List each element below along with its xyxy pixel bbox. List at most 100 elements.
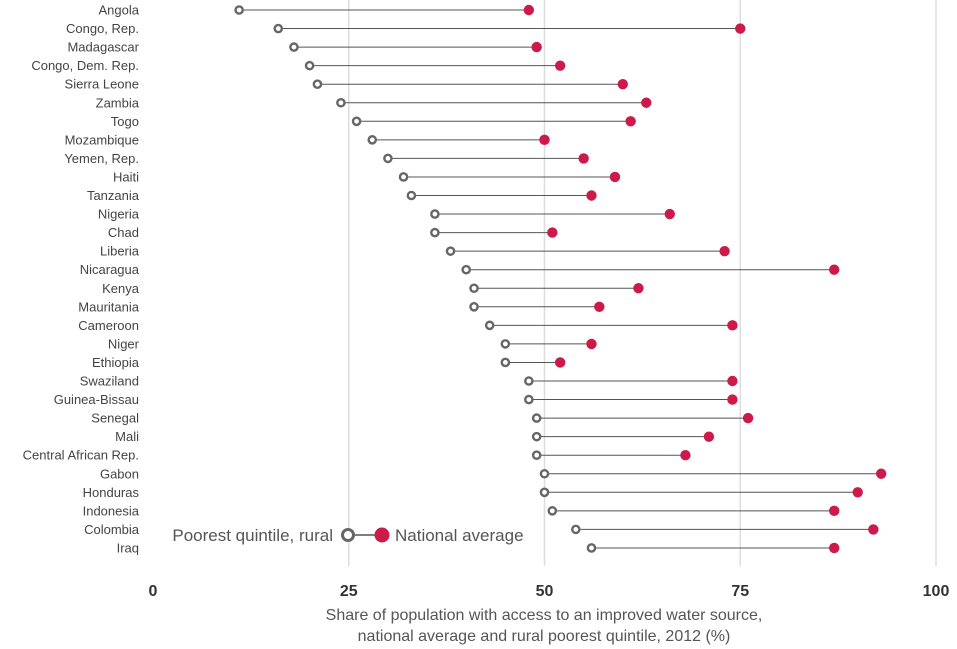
country-label-angola: Angola [99,3,140,18]
rural-point-madagascar [289,42,299,52]
country-label-togo: Togo [111,114,139,129]
national-point-gabon [875,468,887,479]
country-label-zambia: Zambia [96,95,140,110]
national-point-sierra-leone [617,79,628,90]
legend-national-marker [374,527,390,543]
country-label-haiti: Haiti [113,169,139,184]
country-label-colombia: Colombia [84,522,140,537]
rural-point-nicaragua [461,264,472,275]
country-label-mozambique: Mozambique [65,132,139,147]
rural-point-mozambique [367,135,378,145]
country-label-indonesia: Indonesia [83,503,140,518]
rural-point-iraq [586,543,597,553]
national-point-ethiopia [554,357,566,368]
national-point-nicaragua [829,264,840,275]
x-tick-label-100: 100 [923,583,950,600]
national-point-tanzania [586,190,597,201]
rural-point-congo-dem-rep [304,60,315,71]
rural-point-colombia [571,524,581,535]
national-point-kenya [633,283,644,294]
rural-point-gabon [539,468,550,479]
country-label-nicaragua: Nicaragua [80,262,140,277]
national-point-mauritania [594,301,605,312]
national-point-congo-dem-rep [554,60,566,71]
rural-point-nigeria [430,209,440,219]
rural-point-chad [430,227,440,238]
rural-point-angola [234,5,244,15]
rural-point-ethiopia [500,357,511,368]
rural-point-tanzania [406,190,417,201]
rural-point-guinea-bissau [524,394,534,405]
country-label-gabon: Gabon [100,466,139,481]
national-point-guinea-bissau [727,394,738,405]
country-labels: Angola Congo, Rep. Madagascar Congo, Dem. R… [23,3,140,556]
national-point-mozambique [539,134,550,146]
rural-point-yemen-rep [383,153,393,164]
rural-point-liberia [445,246,456,256]
x-axis-ticks: 0 25 50 75 100 [149,583,950,600]
country-label-chad: Chad [108,225,139,240]
connector-lines [239,9,882,549]
national-point-honduras [852,487,863,498]
national-point-yemen-rep [578,153,589,164]
rural-point-mali [531,431,542,442]
country-label-sierra-leone: Sierra Leone [65,77,139,92]
national-point-cameroon [727,320,738,331]
country-label-swaziland: Swaziland [80,374,139,389]
national-point-niger [586,338,597,350]
national-point-central-african-rep [680,450,691,461]
national-point-chad [547,227,558,238]
country-label-guinea-bissau: Guinea-Bissau [54,392,139,407]
legend-rural-label: Poorest quintile, rural [172,526,333,545]
x-axis-label-line2: national average and rural poorest quint… [358,628,731,645]
x-axis-label-line1: Share of population with access to an im… [326,607,763,624]
national-point-congo-rep [735,23,746,34]
national-point-angola [523,4,535,16]
x-tick-label-25: 25 [340,583,358,600]
national-point-senegal [742,412,754,424]
legend-rural-marker [341,528,355,542]
country-label-nigeria: Nigeria [98,207,140,222]
country-label-senegal: Senegal [91,411,139,426]
rural-point-cameroon [484,320,495,331]
country-label-yemen-rep: Yemen, Rep. [64,151,139,166]
country-label-liberia: Liberia [100,244,140,259]
data-markers [234,4,887,554]
x-tick-label-50: 50 [536,583,554,600]
rural-point-kenya [469,283,479,294]
national-point-nigeria [664,208,675,220]
country-label-congo-rep: Congo, Rep. [66,21,139,36]
country-label-madagascar: Madagascar [67,40,139,55]
country-label-congo-dem-rep: Congo, Dem. Rep. [31,58,139,73]
rural-point-sierra-leone [312,79,323,89]
national-point-togo [625,116,636,127]
country-label-iraq: Iraq [117,540,139,555]
country-label-central-african-rep: Central African Rep. [23,448,139,463]
national-point-swaziland [727,375,738,387]
national-point-mali [703,431,715,442]
national-point-liberia [719,245,730,257]
national-point-zambia [641,97,652,108]
country-label-honduras: Honduras [83,485,140,500]
country-label-mauritania: Mauritania [78,299,139,314]
rural-point-honduras [539,487,550,498]
rural-point-togo [351,116,362,127]
rural-point-central-african-rep [531,450,542,461]
rural-point-zambia [336,97,346,108]
rural-point-mauritania [469,301,479,312]
country-label-mali: Mali [115,429,139,444]
national-point-indonesia [829,505,840,517]
legend: Poorest quintile, rural National average [172,526,523,545]
rural-point-senegal [531,413,542,423]
rural-point-swaziland [524,376,534,386]
rural-point-niger [500,339,511,349]
national-point-iraq [829,542,840,554]
country-label-ethiopia: Ethiopia [92,355,140,370]
country-label-cameroon: Cameroon [78,318,139,333]
rural-point-indonesia [547,506,558,516]
rural-point-haiti [398,172,409,182]
grid-lines [348,0,937,566]
national-point-haiti [609,171,621,183]
x-tick-label-0: 0 [149,583,158,600]
